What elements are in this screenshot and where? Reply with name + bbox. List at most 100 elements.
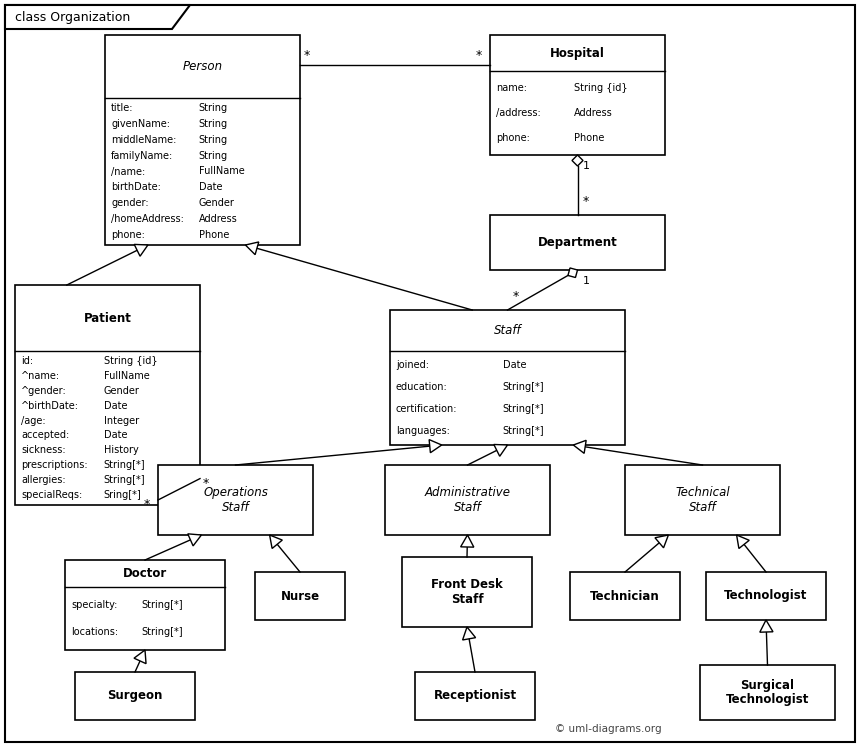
Polygon shape [572,155,583,166]
Text: String: String [199,135,228,145]
Text: allergies:: allergies: [21,475,65,486]
Polygon shape [269,535,282,548]
Text: certification:: certification: [396,403,458,414]
Text: Date: Date [104,430,127,441]
Text: *: * [476,49,482,62]
Text: String[*]: String[*] [104,460,145,471]
Text: String: String [199,103,228,114]
Bar [15,285,200,505]
Text: 1: 1 [582,161,589,171]
Bar [490,35,665,155]
Text: Nurse: Nurse [280,589,320,603]
Text: Doctor: Doctor [123,567,167,580]
Text: *: * [203,477,209,489]
Text: Patient: Patient [83,311,132,324]
Text: Administrative
Staff: Administrative Staff [425,486,511,514]
Text: *: * [582,195,589,208]
Polygon shape [187,534,201,546]
Text: String[*]: String[*] [142,627,183,637]
Text: String[*]: String[*] [503,426,544,436]
Text: © uml-diagrams.org: © uml-diagrams.org [555,724,661,734]
Text: Sring[*]: Sring[*] [104,490,142,500]
Text: specialReqs:: specialReqs: [21,490,83,500]
Text: middleName:: middleName: [111,135,176,145]
Bar [390,310,625,445]
Polygon shape [568,268,578,277]
Text: /age:: /age: [21,415,46,426]
Text: /homeAddress:: /homeAddress: [111,214,184,224]
Polygon shape [461,535,474,547]
Text: Department: Department [538,236,617,249]
Bar [700,665,835,720]
Bar [65,560,225,650]
Text: Address: Address [574,108,612,118]
Bar [158,465,313,535]
Bar [625,465,780,535]
Text: Technologist: Technologist [724,589,808,603]
Text: name:: name: [496,83,527,93]
Text: ^name:: ^name: [21,371,60,381]
Text: /address:: /address: [496,108,541,118]
Bar [75,672,195,720]
Text: History: History [104,445,138,456]
Text: Front Desk
Staff: Front Desk Staff [431,578,503,606]
Polygon shape [737,535,749,548]
Text: FullName: FullName [199,167,244,176]
Text: 1: 1 [582,276,589,286]
Text: prescriptions:: prescriptions: [21,460,88,471]
Text: *: * [513,290,519,303]
Text: String[*]: String[*] [142,600,183,610]
Polygon shape [655,535,668,548]
Text: String {id}: String {id} [104,356,157,366]
Text: Operations
Staff: Operations Staff [203,486,268,514]
Text: FullName: FullName [104,371,150,381]
Text: /name:: /name: [111,167,145,176]
Polygon shape [429,439,442,453]
Bar [706,572,826,620]
Bar [570,572,680,620]
Text: String[*]: String[*] [104,475,145,486]
Polygon shape [463,627,476,640]
Bar [385,465,550,535]
Bar [255,572,345,620]
Text: specialty:: specialty: [71,600,117,610]
Polygon shape [5,5,190,29]
Polygon shape [574,440,587,453]
Polygon shape [134,650,146,663]
Text: *: * [304,49,310,62]
Text: Surgeon: Surgeon [108,689,163,702]
Text: Staff: Staff [494,323,521,337]
Text: phone:: phone: [111,230,144,240]
Text: Receptionist: Receptionist [433,689,517,702]
Polygon shape [494,444,507,456]
Text: Phone: Phone [574,134,605,143]
Polygon shape [759,620,773,632]
Text: title:: title: [111,103,133,114]
Text: gender:: gender: [111,198,149,208]
Text: ^gender:: ^gender: [21,385,67,396]
Text: Phone: Phone [199,230,229,240]
Text: phone:: phone: [496,134,530,143]
Polygon shape [134,244,148,256]
Text: languages:: languages: [396,426,450,436]
Text: Person: Person [182,60,223,73]
Text: Gender: Gender [199,198,235,208]
Text: Technician: Technician [590,589,660,603]
Bar [402,557,532,627]
Text: familyName:: familyName: [111,151,173,161]
Text: *: * [144,498,150,511]
Text: Hospital: Hospital [550,46,605,60]
Text: ^birthDate:: ^birthDate: [21,400,79,411]
Bar [490,215,665,270]
Text: Integer: Integer [104,415,139,426]
Text: String: String [199,151,228,161]
Bar [105,35,300,245]
Text: Address: Address [199,214,237,224]
Text: Surgical
Technologist: Surgical Technologist [726,678,809,707]
Bar [415,672,535,720]
Text: Date: Date [503,360,526,370]
Text: String[*]: String[*] [503,382,544,391]
Text: String {id}: String {id} [574,83,628,93]
Text: Technical
Staff: Technical Staff [675,486,730,514]
Text: education:: education: [396,382,448,391]
